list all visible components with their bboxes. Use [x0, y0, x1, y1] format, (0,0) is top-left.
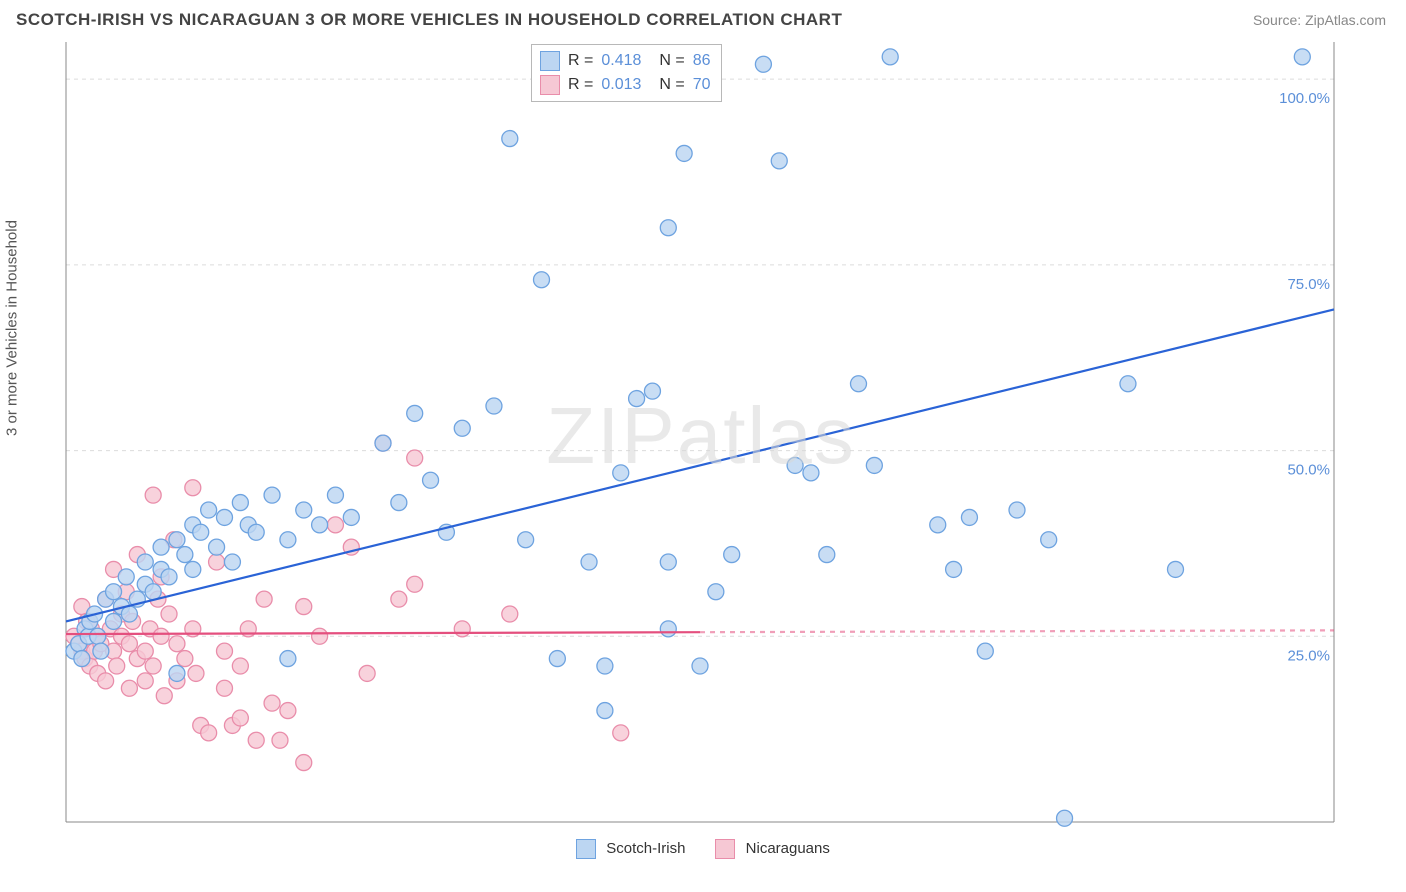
legend-row: R = 0.418 N = 86 [540, 49, 711, 73]
legend-item-nicaraguans: Nicaraguans [715, 839, 829, 859]
series-legend: Scotch-Irish Nicaraguans [0, 839, 1406, 859]
chart-header: SCOTCH-IRISH VS NICARAGUAN 3 OR MORE VEH… [0, 0, 1406, 38]
legend-swatch-nicaraguans [540, 75, 560, 95]
chart-title: SCOTCH-IRISH VS NICARAGUAN 3 OR MORE VEH… [16, 10, 842, 30]
legend-row: R = 0.013 N = 70 [540, 73, 711, 97]
svg-text:100.0%: 100.0% [1279, 90, 1330, 107]
y-axis-title: 3 or more Vehicles in Household [4, 220, 21, 436]
legend-swatch-scotch-irish [540, 51, 560, 71]
scatter-chart: 25.0%50.0%75.0%100.0%0.0%80.0% [16, 38, 1346, 828]
source-link[interactable]: ZipAtlas.com [1305, 12, 1386, 28]
correlation-legend: R = 0.418 N = 86 R = 0.013 N = 70 [531, 44, 722, 102]
svg-text:25.0%: 25.0% [1287, 647, 1330, 664]
legend-swatch [576, 839, 596, 859]
svg-text:75.0%: 75.0% [1287, 276, 1330, 293]
chart-source: Source: ZipAtlas.com [1253, 12, 1386, 28]
legend-item-scotch-irish: Scotch-Irish [576, 839, 685, 859]
svg-text:50.0%: 50.0% [1287, 462, 1330, 479]
chart-area: 3 or more Vehicles in Household 25.0%50.… [16, 38, 1386, 833]
legend-swatch [715, 839, 735, 859]
